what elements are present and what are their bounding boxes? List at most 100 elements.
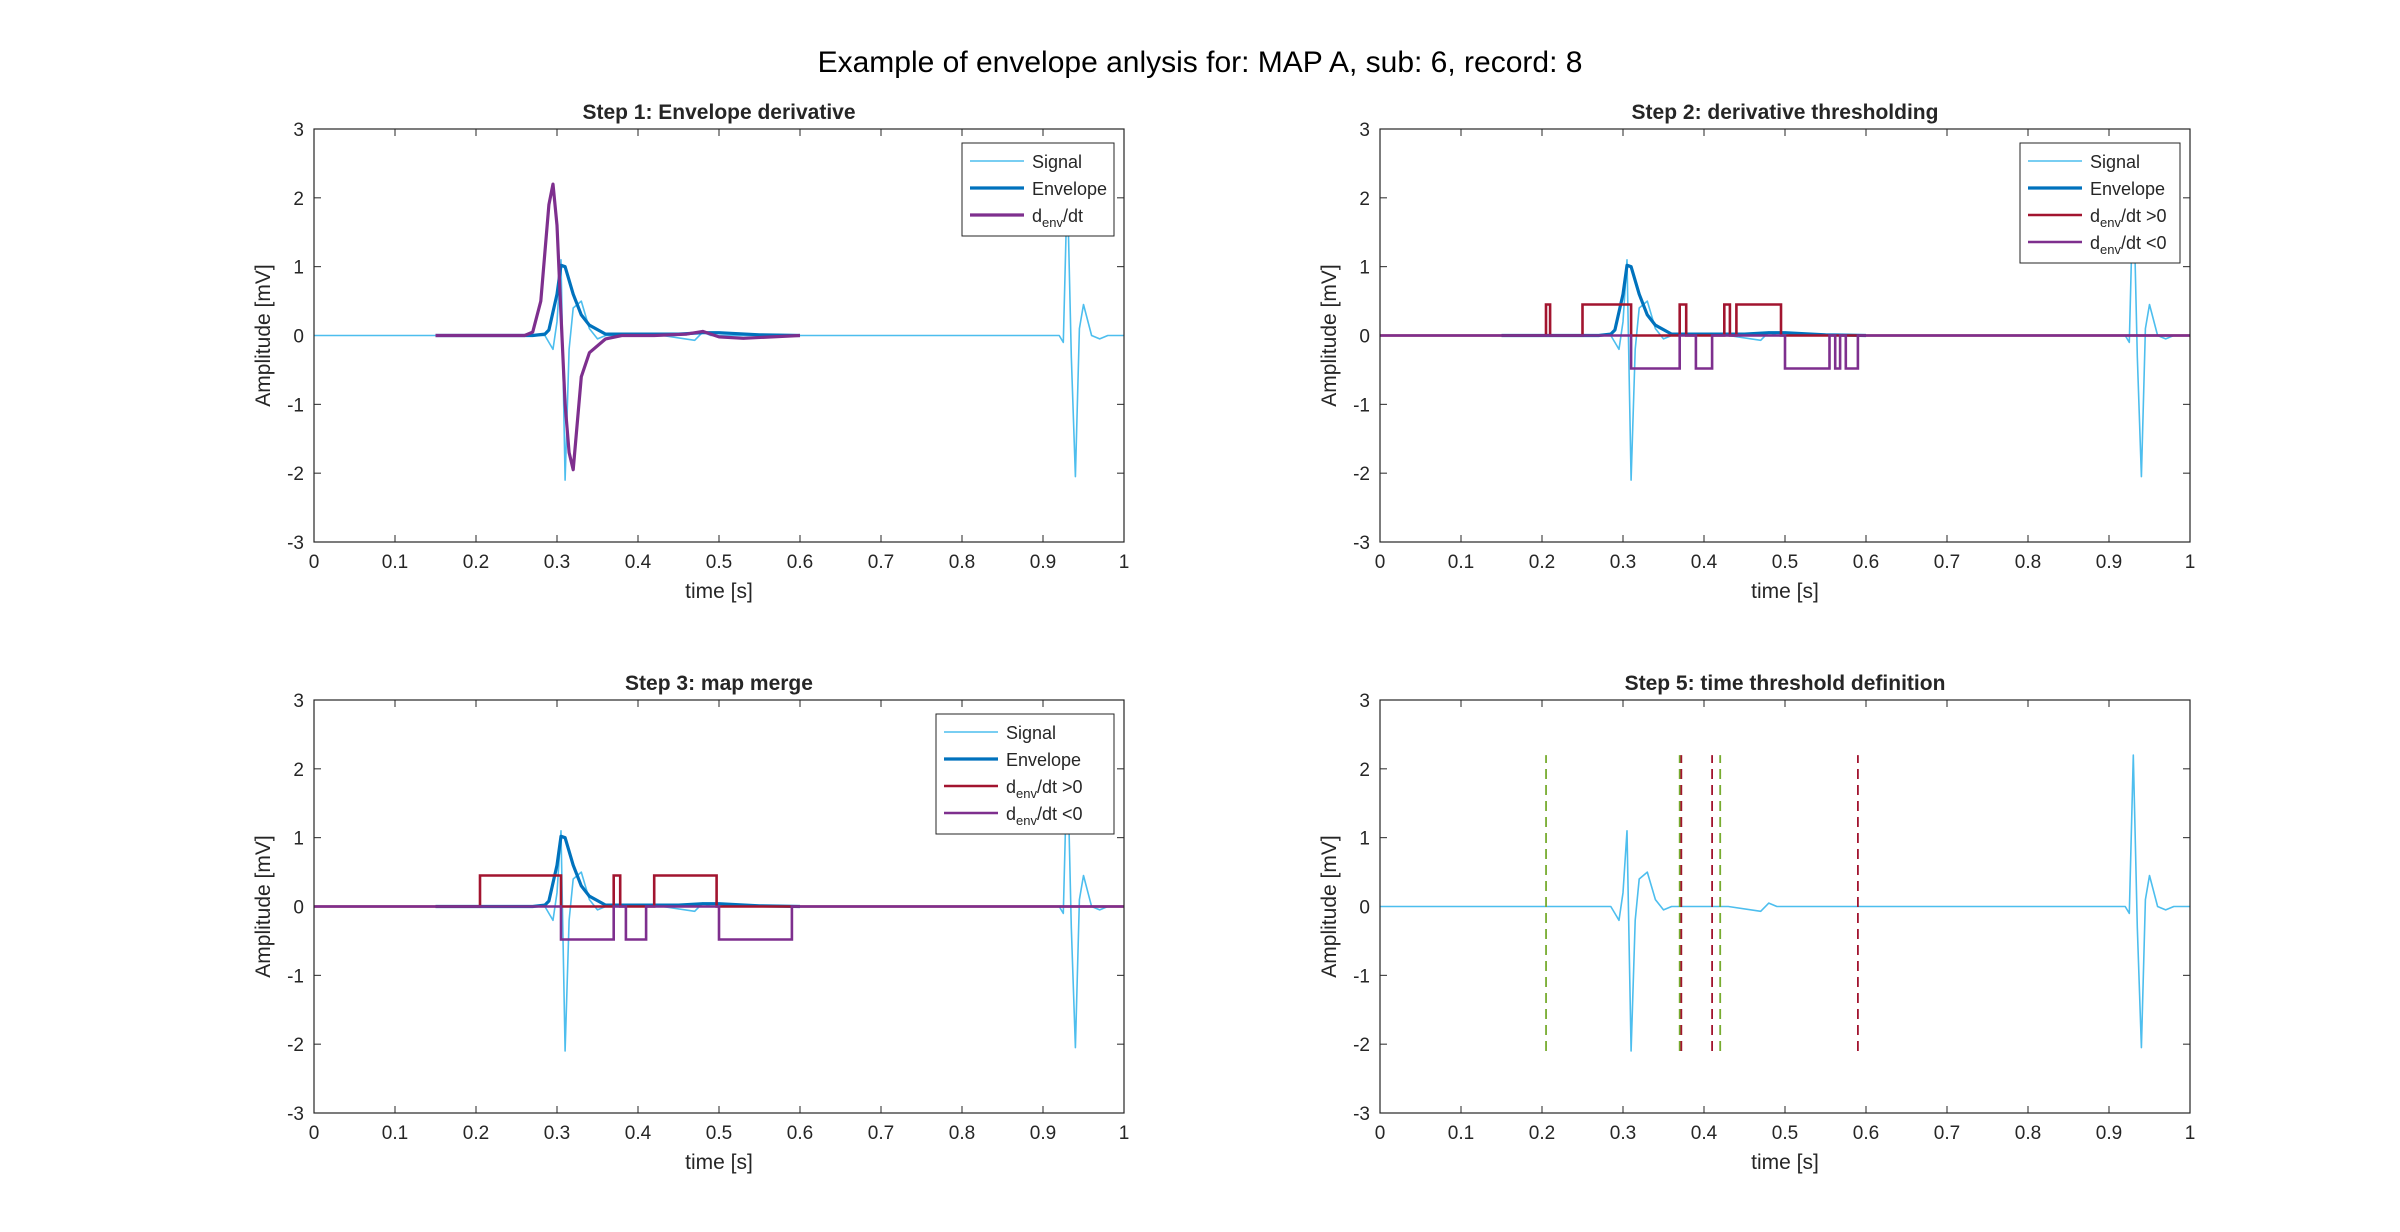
- x-tick-label: 1: [1119, 1123, 1130, 1144]
- plot-area: [314, 754, 1124, 1052]
- y-tick-label: 3: [1359, 120, 1370, 141]
- series-signal: [1380, 754, 2190, 1052]
- x-tick-label: 0.2: [1529, 552, 1555, 573]
- y-axis-label: Amplitude [mV]: [252, 835, 275, 977]
- chart-title: Step 3: map merge: [625, 672, 813, 695]
- plot-area: [1380, 754, 2190, 1052]
- x-tick-label: 0.6: [1853, 1123, 1879, 1144]
- x-tick-label: 0.9: [2096, 1123, 2122, 1144]
- x-tick-label: 0.2: [463, 552, 489, 573]
- x-tick-label: 0.8: [2015, 552, 2041, 573]
- y-tick-label: -2: [287, 464, 304, 485]
- x-tick-label: 0.8: [2015, 1123, 2041, 1144]
- x-tick-label: 0.3: [544, 552, 570, 573]
- x-tick-label: 0: [309, 1123, 320, 1144]
- chart-title: Step 1: Envelope derivative: [582, 101, 855, 124]
- x-tick-label: 0.7: [1934, 552, 1960, 573]
- y-axis-label: Amplitude [mV]: [1318, 835, 1341, 977]
- step-positive: [1380, 303, 2190, 337]
- y-tick-label: 2: [293, 760, 304, 781]
- x-tick-label: 0.9: [1030, 1123, 1056, 1144]
- x-tick-label: 0.4: [1691, 1123, 1718, 1144]
- x-tick-label: 0.4: [625, 552, 652, 573]
- y-tick-label: 3: [293, 691, 304, 712]
- series-signal: [314, 183, 1124, 481]
- x-tick-label: 0.3: [1610, 1123, 1636, 1144]
- y-tick-label: -1: [287, 966, 304, 987]
- step-positive: [314, 874, 1124, 908]
- legend-label: Envelope: [1006, 750, 1081, 770]
- y-tick-label: 1: [293, 829, 304, 850]
- x-tick-label: 0.3: [1610, 552, 1636, 573]
- x-tick-label: 0.4: [625, 1123, 652, 1144]
- series-envelope: [435, 834, 801, 909]
- y-tick-label: 2: [293, 189, 304, 210]
- x-tick-label: 0.5: [706, 1123, 732, 1144]
- chart-panel-3: 0 0.1 0.2 0.3 0.4 0.5 0.6 0.7 0.8 0.9 1 -3 -2 -1 0 1 2 3 S…: [252, 672, 1129, 1174]
- chart-title: Step 2: derivative thresholding: [1632, 101, 1939, 124]
- y-tick-label: -3: [1353, 533, 1370, 554]
- x-tick-label: 0.1: [1448, 552, 1474, 573]
- x-tick-label: 0.9: [1030, 552, 1056, 573]
- y-tick-label: -1: [287, 395, 304, 416]
- step-negative: [1380, 334, 2190, 370]
- y-tick-label: 0: [1359, 898, 1370, 919]
- y-tick-label: -1: [1353, 966, 1370, 987]
- axes-frame: [313, 699, 1125, 1114]
- figure-title: Example of envelope anlysis for: MAP A, …: [817, 46, 1583, 79]
- y-tick-label: 2: [1359, 760, 1370, 781]
- y-tick-label: -2: [287, 1035, 304, 1056]
- x-tick-label: 1: [2185, 552, 2196, 573]
- x-tick-label: 1: [1119, 552, 1130, 573]
- x-tick-label: 0.8: [949, 1123, 975, 1144]
- plot-area: [1380, 183, 2190, 481]
- y-tick-label: 1: [1359, 829, 1370, 850]
- x-tick-label: 0.6: [1853, 552, 1879, 573]
- y-tick-label: -2: [1353, 1035, 1370, 1056]
- plot-area: [314, 182, 1124, 481]
- x-tick-label: 0.4: [1691, 552, 1718, 573]
- legend-label: Envelope: [2090, 179, 2165, 199]
- x-tick-label: 0: [1375, 552, 1386, 573]
- chart-panel-2: 0 0.1 0.2 0.3 0.4 0.5 0.6 0.7 0.8 0.9 1 -3 -2 -1 0 1 2 3 S…: [1318, 101, 2195, 603]
- chart-title: Step 5: time threshold definition: [1625, 672, 1946, 695]
- series-envelope: [435, 263, 801, 338]
- x-tick-label: 0.5: [1772, 552, 1798, 573]
- y-tick-label: -3: [1353, 1104, 1370, 1125]
- y-tick-label: 2: [1359, 189, 1370, 210]
- series-envelope: [1501, 263, 1867, 338]
- x-tick-label: 0.7: [868, 552, 894, 573]
- x-tick-label: 0.1: [382, 1123, 408, 1144]
- x-tick-label: 0: [1375, 1123, 1386, 1144]
- x-axis-label: time [s]: [1751, 580, 1819, 603]
- legend-label: Signal: [1032, 152, 1082, 172]
- y-axis-label: Amplitude [mV]: [1318, 264, 1341, 406]
- axes-frame: [1379, 699, 2191, 1114]
- x-tick-label: 0.2: [1529, 1123, 1555, 1144]
- step-negative: [314, 905, 1124, 941]
- x-tick-label: 0.7: [868, 1123, 894, 1144]
- legend-label: Signal: [2090, 152, 2140, 172]
- x-tick-label: 0.9: [2096, 552, 2122, 573]
- y-tick-label: 3: [1359, 691, 1370, 712]
- y-tick-label: 1: [1359, 258, 1370, 279]
- x-tick-label: 0.1: [382, 552, 408, 573]
- series-deriv: [435, 182, 801, 472]
- legend-label: Envelope: [1032, 179, 1107, 199]
- y-tick-label: -2: [1353, 464, 1370, 485]
- x-tick-label: 0.5: [1772, 1123, 1798, 1144]
- y-axis-label: Amplitude [mV]: [252, 264, 275, 406]
- x-tick-label: 0.6: [787, 552, 813, 573]
- y-tick-label: -3: [287, 533, 304, 554]
- x-tick-label: 0.8: [949, 552, 975, 573]
- y-tick-label: -3: [287, 1104, 304, 1125]
- chart-panel-1: 0 0.1 0.2 0.3 0.4 0.5 0.6 0.7 0.8 0.9 1 -3 -2 -1 0 1 2 3 S…: [252, 101, 1129, 603]
- y-tick-label: 1: [293, 258, 304, 279]
- x-tick-label: 0.1: [1448, 1123, 1474, 1144]
- axes-frame: [313, 128, 1125, 543]
- x-tick-label: 0.5: [706, 552, 732, 573]
